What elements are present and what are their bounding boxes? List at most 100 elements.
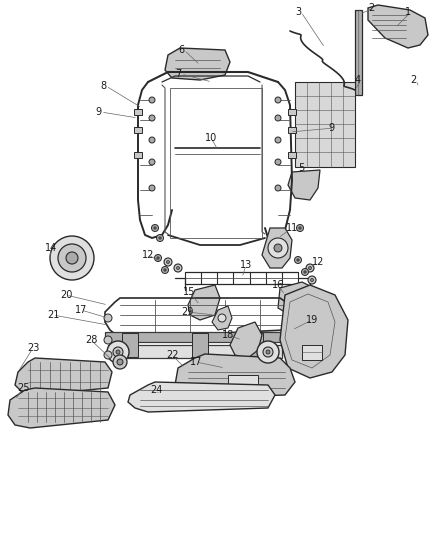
Polygon shape bbox=[278, 282, 322, 318]
Text: 3: 3 bbox=[295, 7, 301, 17]
Circle shape bbox=[159, 237, 161, 239]
Circle shape bbox=[152, 224, 159, 231]
Polygon shape bbox=[122, 333, 138, 357]
Polygon shape bbox=[288, 127, 296, 133]
Polygon shape bbox=[212, 306, 232, 330]
Circle shape bbox=[117, 359, 123, 365]
Circle shape bbox=[274, 244, 282, 252]
Circle shape bbox=[149, 185, 155, 191]
Polygon shape bbox=[192, 333, 208, 357]
Circle shape bbox=[308, 276, 316, 284]
Circle shape bbox=[113, 355, 127, 369]
Circle shape bbox=[157, 257, 159, 259]
Circle shape bbox=[275, 137, 281, 143]
Circle shape bbox=[275, 115, 281, 121]
Circle shape bbox=[275, 185, 281, 191]
Polygon shape bbox=[188, 285, 220, 320]
Text: 29: 29 bbox=[181, 307, 193, 317]
Text: 11: 11 bbox=[286, 223, 298, 233]
Text: 13: 13 bbox=[240, 260, 252, 270]
Text: 21: 21 bbox=[47, 310, 60, 320]
Circle shape bbox=[164, 258, 172, 266]
Circle shape bbox=[174, 264, 182, 272]
Circle shape bbox=[268, 238, 288, 258]
Circle shape bbox=[306, 264, 314, 272]
Circle shape bbox=[266, 350, 270, 354]
Text: 10: 10 bbox=[205, 133, 217, 143]
Circle shape bbox=[66, 252, 78, 264]
Text: 2: 2 bbox=[410, 75, 416, 85]
Circle shape bbox=[156, 235, 163, 241]
Circle shape bbox=[116, 350, 120, 354]
Circle shape bbox=[275, 97, 281, 103]
Text: 8: 8 bbox=[100, 81, 106, 91]
Polygon shape bbox=[8, 388, 115, 428]
Circle shape bbox=[104, 336, 112, 344]
Text: 12: 12 bbox=[142, 250, 154, 260]
Text: 9: 9 bbox=[328, 123, 334, 133]
Text: 28: 28 bbox=[85, 335, 97, 345]
Text: 20: 20 bbox=[60, 290, 72, 300]
Circle shape bbox=[297, 224, 304, 231]
Polygon shape bbox=[105, 332, 285, 342]
Circle shape bbox=[166, 261, 170, 263]
Polygon shape bbox=[134, 127, 142, 133]
Polygon shape bbox=[175, 354, 295, 398]
Polygon shape bbox=[247, 333, 263, 357]
Circle shape bbox=[218, 314, 226, 322]
Text: 17: 17 bbox=[190, 357, 202, 367]
Polygon shape bbox=[128, 382, 275, 412]
Text: 22: 22 bbox=[166, 350, 179, 360]
Circle shape bbox=[149, 159, 155, 165]
Polygon shape bbox=[134, 109, 142, 115]
Circle shape bbox=[299, 227, 301, 229]
Text: 5: 5 bbox=[298, 163, 304, 173]
Circle shape bbox=[50, 236, 94, 280]
Circle shape bbox=[263, 347, 273, 357]
Text: 15: 15 bbox=[183, 287, 195, 297]
Polygon shape bbox=[288, 170, 320, 200]
Text: 23: 23 bbox=[27, 343, 39, 353]
Polygon shape bbox=[108, 345, 282, 358]
Polygon shape bbox=[165, 48, 230, 80]
Polygon shape bbox=[262, 228, 292, 268]
Circle shape bbox=[177, 266, 180, 270]
Polygon shape bbox=[280, 285, 348, 378]
Text: 1: 1 bbox=[405, 7, 411, 17]
Text: 7: 7 bbox=[175, 69, 181, 79]
Polygon shape bbox=[355, 10, 362, 95]
Circle shape bbox=[275, 159, 281, 165]
Circle shape bbox=[311, 279, 314, 281]
Text: 2: 2 bbox=[368, 3, 374, 13]
Polygon shape bbox=[230, 322, 262, 358]
Text: 16: 16 bbox=[272, 280, 284, 290]
Polygon shape bbox=[228, 375, 258, 385]
Text: 17: 17 bbox=[75, 305, 87, 315]
Circle shape bbox=[308, 266, 311, 270]
Circle shape bbox=[301, 269, 308, 276]
Text: 9: 9 bbox=[95, 107, 101, 117]
Circle shape bbox=[304, 271, 306, 273]
Polygon shape bbox=[368, 5, 428, 48]
Text: 14: 14 bbox=[45, 243, 57, 253]
Polygon shape bbox=[15, 358, 112, 395]
Text: 25: 25 bbox=[17, 383, 29, 393]
Polygon shape bbox=[295, 82, 355, 167]
Circle shape bbox=[294, 256, 301, 263]
Circle shape bbox=[164, 269, 166, 271]
Circle shape bbox=[155, 254, 162, 262]
Text: 19: 19 bbox=[306, 315, 318, 325]
Circle shape bbox=[149, 115, 155, 121]
Text: 24: 24 bbox=[150, 385, 162, 395]
Polygon shape bbox=[288, 109, 296, 115]
Circle shape bbox=[104, 351, 112, 359]
Circle shape bbox=[297, 259, 299, 261]
Text: 4: 4 bbox=[355, 75, 361, 85]
Text: 18: 18 bbox=[222, 330, 234, 340]
Circle shape bbox=[107, 341, 129, 363]
Polygon shape bbox=[134, 152, 142, 158]
Circle shape bbox=[257, 341, 279, 363]
Text: 12: 12 bbox=[312, 257, 325, 267]
Circle shape bbox=[149, 97, 155, 103]
Circle shape bbox=[113, 347, 123, 357]
